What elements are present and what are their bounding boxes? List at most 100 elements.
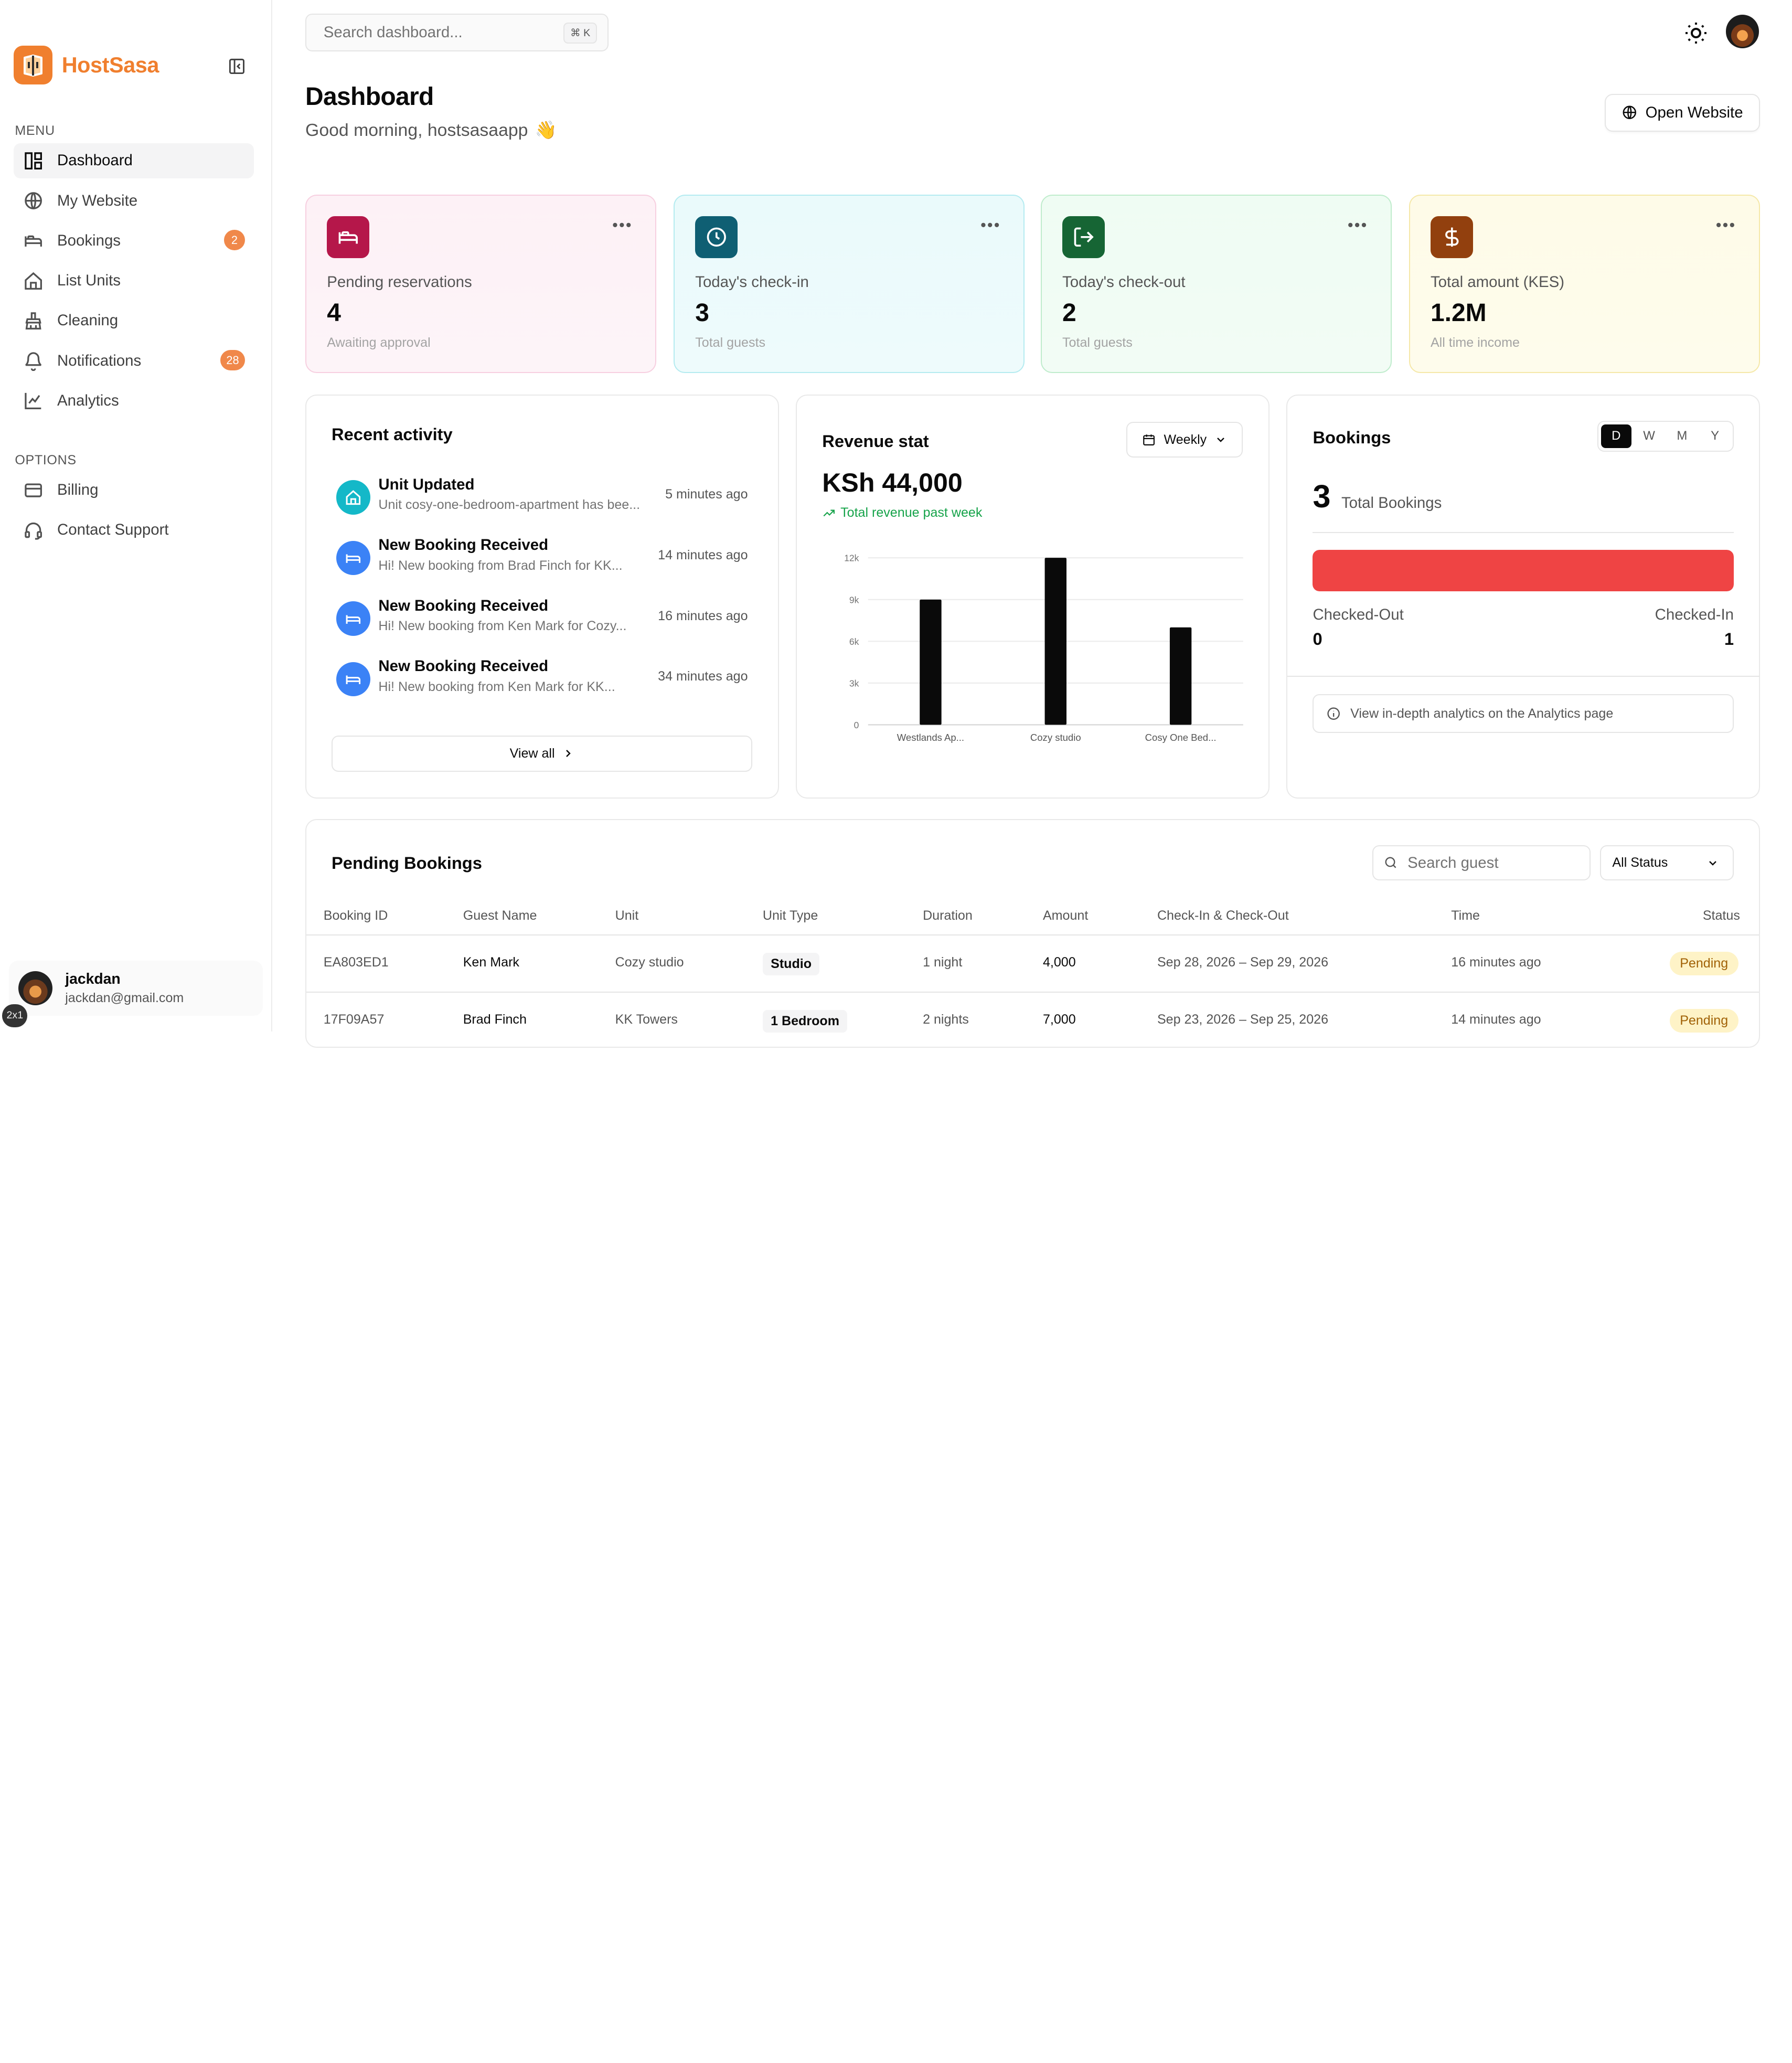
status-filter-value: All Status — [1612, 855, 1668, 870]
column-header[interactable]: Amount — [1042, 908, 1089, 923]
sidebar-item-billing[interactable]: Billing — [14, 472, 254, 508]
column-header[interactable]: Guest Name — [463, 908, 537, 923]
y-tick-label: 9k — [849, 595, 859, 605]
user-profile-card[interactable]: jackdan jackdan@gmail.com — [9, 961, 263, 1016]
list-item[interactable]: New Booking Received Hi! New booking fro… — [332, 536, 750, 582]
stat-label: Total amount (KES) — [1430, 273, 1565, 291]
greeting: Good morning, hostsasaapp 👋 — [305, 120, 557, 141]
analytics-info-link[interactable]: View in-depth analytics on the Analytics… — [1313, 694, 1734, 733]
main-content: Search dashboard... ⌘ K Dashboard Good m… — [272, 0, 1792, 1048]
theme-toggle-sun-icon[interactable] — [1683, 20, 1709, 46]
globe-icon — [24, 192, 42, 209]
sidebar-item-cleaning[interactable]: Cleaning — [14, 303, 254, 339]
stat-subtext: Awaiting approval — [327, 335, 431, 350]
activity-time: 16 minutes ago — [658, 608, 748, 623]
wave-emoji-icon: 👋 — [535, 120, 557, 140]
sidebar-item-dashboard[interactable]: Dashboard — [14, 143, 254, 179]
open-website-button[interactable]: Open Website — [1604, 93, 1760, 132]
revenue-panel: Revenue stat Weekly KSh 44,000 Total rev… — [796, 395, 1270, 799]
column-header[interactable]: Status — [1702, 908, 1740, 923]
x-tick-label: Cosy One Bed... — [1145, 732, 1216, 743]
column-header[interactable]: Time — [1451, 908, 1480, 923]
brand[interactable]: HostSasa — [14, 46, 159, 85]
period-month-button[interactable]: M — [1677, 429, 1688, 443]
sidebar-item-analytics[interactable]: Analytics — [14, 383, 254, 419]
bar — [919, 600, 942, 725]
amount: 4,000 — [1042, 955, 1076, 970]
avatar — [18, 971, 53, 1006]
stat-value: 4 — [327, 299, 341, 327]
stat-value: 2 — [1062, 299, 1076, 327]
column-header[interactable]: Unit Type — [762, 908, 818, 923]
search-icon — [1385, 857, 1396, 868]
revenue-value: KSh 44,000 — [822, 468, 963, 498]
more-options-icon[interactable]: ••• — [1715, 216, 1736, 234]
activity-description: Hi! New booking from Ken Mark for KK... — [378, 679, 615, 694]
period-week-button[interactable]: W — [1643, 429, 1655, 443]
clock-icon — [695, 216, 738, 259]
guest-name: Ken Mark — [463, 955, 519, 970]
stat-value: 3 — [695, 299, 709, 327]
booking-id: 17F09A57 — [323, 1012, 385, 1027]
search-input[interactable]: Search dashboard... ⌘ K — [305, 14, 609, 52]
dashboard-icon — [24, 152, 42, 169]
globe-icon — [1623, 105, 1636, 120]
activity-description: Hi! New booking from Brad Finch for KK..… — [378, 558, 623, 573]
more-options-icon[interactable]: ••• — [612, 216, 633, 234]
checkin-progress-bar — [1313, 550, 1734, 591]
revenue-trend: Total revenue past week — [822, 505, 982, 520]
page-title: Dashboard — [305, 82, 434, 111]
view-all-button[interactable]: View all — [332, 735, 753, 772]
bed-icon — [327, 216, 369, 259]
check-in-out-dates: Sep 23, 2026 – Sep 25, 2026 — [1157, 1012, 1329, 1027]
x-tick-label: Cozy studio — [1030, 732, 1081, 743]
search-shortcut-kbd: ⌘ K — [563, 23, 598, 44]
bed-icon — [336, 662, 371, 697]
sidebar-item-list-units[interactable]: List Units — [14, 263, 254, 299]
sidebar-collapse-icon[interactable] — [227, 56, 247, 77]
list-item[interactable]: New Booking Received Hi! New booking fro… — [332, 597, 750, 643]
more-options-icon[interactable]: ••• — [980, 216, 1001, 234]
y-tick-label: 6k — [849, 636, 859, 647]
period-year-button[interactable]: Y — [1711, 429, 1720, 443]
chevron-down-icon — [1709, 860, 1716, 866]
user-info: jackdan jackdan@gmail.com — [65, 971, 184, 1005]
bed-icon — [336, 601, 371, 636]
app-root: HostSasa MENU Dashboard My Website Booki… — [0, 0, 1792, 1048]
divider — [1313, 531, 1734, 533]
sidebar-item-my-website[interactable]: My Website — [14, 183, 254, 219]
guest-search-input[interactable]: Search guest — [1372, 845, 1591, 881]
period-day-button[interactable]: D — [1601, 424, 1632, 449]
status-filter-select[interactable]: All Status — [1599, 845, 1734, 881]
stat-label: Today's check-out — [1062, 273, 1186, 291]
avatar[interactable] — [1725, 15, 1759, 48]
unit-name: Cozy studio — [615, 955, 684, 970]
stat-label: Today's check-in — [695, 273, 809, 291]
recent-activity-panel: Recent activity Unit Updated Unit cosy-o… — [305, 395, 779, 799]
sidebar-item-contact-support[interactable]: Contact Support — [14, 513, 254, 548]
column-header[interactable]: Booking ID — [323, 908, 388, 923]
guest-search-placeholder: Search guest — [1407, 854, 1499, 871]
period-dropdown[interactable]: Weekly — [1126, 422, 1243, 458]
activity-title: New Booking Received — [378, 536, 549, 554]
column-header[interactable]: Unit — [615, 908, 639, 923]
more-options-icon[interactable]: ••• — [1347, 216, 1368, 234]
sidebar-item-bookings[interactable]: Bookings 2 — [14, 223, 254, 259]
checked-in-label: Checked-In — [1655, 606, 1734, 624]
chart-line-icon — [24, 393, 41, 410]
bookings-title: Bookings — [1313, 428, 1391, 448]
analytics-info-text: View in-depth analytics on the Analytics… — [1350, 706, 1614, 721]
main-nav: Dashboard My Website Bookings 2 List Uni… — [14, 143, 254, 423]
cleaning-icon — [25, 312, 41, 329]
sidebar-item-notifications[interactable]: Notifications 28 — [14, 343, 254, 379]
unit-name: KK Towers — [615, 1012, 678, 1027]
user-name: jackdan — [65, 971, 121, 988]
sidebar: HostSasa MENU Dashboard My Website Booki… — [0, 0, 272, 1032]
checked-out-label: Checked-Out — [1313, 606, 1404, 624]
column-header[interactable]: Check-In & Check-Out — [1157, 908, 1289, 923]
sidebar-item-label: Bookings — [57, 231, 121, 249]
stat-label: Pending reservations — [327, 273, 472, 291]
column-header[interactable]: Duration — [923, 908, 973, 923]
list-item[interactable]: New Booking Received Hi! New booking fro… — [332, 657, 750, 703]
list-item[interactable]: Unit Updated Unit cosy-one-bedroom-apart… — [332, 476, 750, 522]
